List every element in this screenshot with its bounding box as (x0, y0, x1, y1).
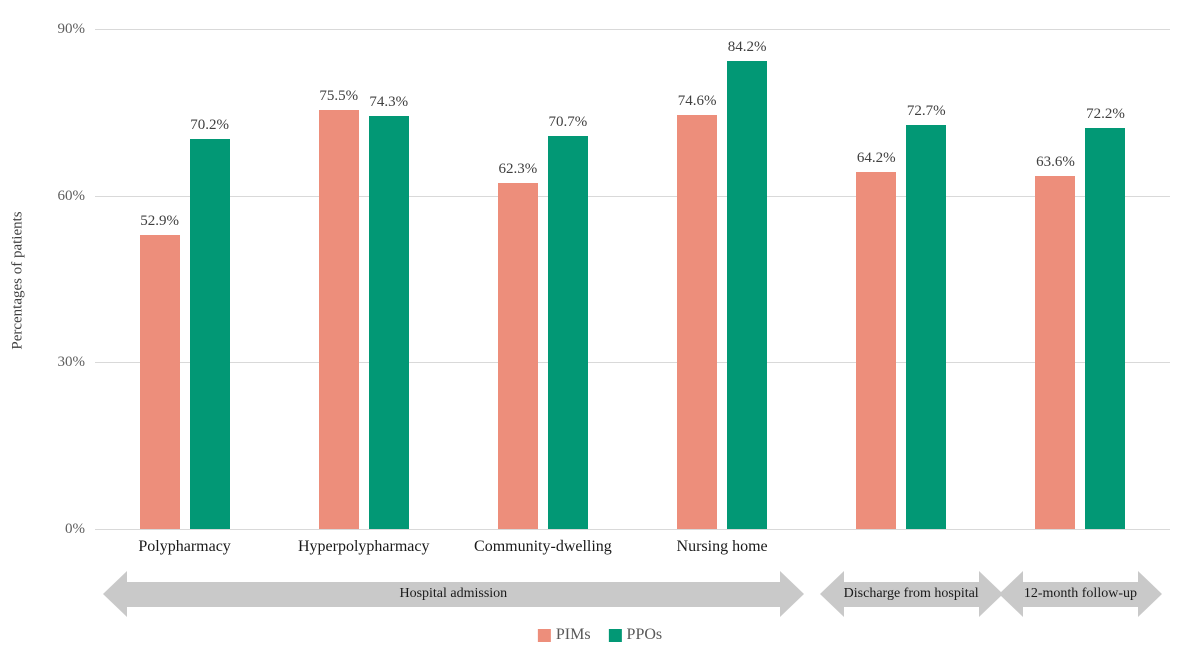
y-tick-label: 30% (57, 354, 86, 371)
category-label: Community-dwelling (474, 538, 612, 555)
y-axis-title: Percentages of patients (9, 211, 26, 350)
ppos-bar (727, 61, 768, 529)
bar-group-2: 75.5% 74.3% (274, 29, 453, 529)
legend-label: PPOs (626, 626, 663, 643)
pims-bar (856, 172, 897, 529)
category-label (812, 538, 991, 556)
bar-group-1: 52.9% 70.2% (95, 29, 274, 529)
bar-column: 74.3% (368, 29, 409, 529)
gridline-30 (95, 362, 1170, 364)
data-label: 62.3% (498, 160, 538, 177)
bar-column: 72.2% (1085, 29, 1126, 529)
phase-arrow: 12-month follow-up (998, 571, 1162, 617)
pims-bar (318, 109, 359, 529)
arrow-right-head-icon (779, 571, 804, 617)
data-label: 52.9% (140, 213, 179, 230)
arrow-left-head-icon (998, 571, 1023, 617)
bar-group-4: 74.6% 84.2% (633, 29, 812, 529)
phase-arrow-label: Discharge from hospital (843, 581, 979, 607)
y-tick-label: 90% (57, 21, 86, 37)
plot-area: 52.9% 70.2% 75.5% 74.3% 62.3% 70.7% 74.6% 84.2%… (95, 29, 1170, 529)
bar-column: 84.2% (727, 29, 768, 529)
bar-column: 64.2% (856, 29, 897, 529)
category-label (991, 538, 1170, 556)
data-label: 64.2% (856, 150, 896, 167)
ppos-bar (547, 136, 588, 529)
bar-column: 52.9% (139, 29, 180, 529)
ppos-bar (189, 139, 230, 529)
gridline-90 (95, 29, 1170, 30)
arrow-left-head-icon (819, 571, 844, 617)
ppos-bar (1085, 127, 1126, 529)
bar-group-6: 63.6% 72.2% (991, 29, 1170, 529)
pims-bar (1035, 175, 1076, 529)
bar-column: 70.2% (189, 29, 230, 529)
bar-column: 62.3% (497, 29, 538, 529)
bar-group-5: 64.2% 72.7% (812, 29, 991, 529)
category-label: Nursing home (676, 538, 768, 555)
data-label: 74.6% (677, 92, 717, 109)
data-label: 74.3% (369, 94, 409, 111)
bar-column: 75.5% (318, 29, 359, 529)
legend: PIMs PPOs (537, 626, 663, 644)
pims-swatch-icon (537, 628, 551, 642)
phase-arrow: Discharge from hospital (819, 571, 1003, 617)
pims-bar (497, 182, 538, 529)
legend-item-ppos: PPOs (608, 626, 663, 644)
bar-column: 72.7% (906, 29, 947, 529)
arrow-right-head-icon (1137, 571, 1162, 617)
data-label: 72.2% (1086, 105, 1125, 122)
category-label: Hyperpolypharmacy (298, 538, 430, 555)
legend-item-pims: PIMs (537, 626, 591, 644)
phase-arrow: Hospital admission (103, 571, 804, 617)
category-label: Polypharmacy (138, 538, 231, 555)
arrow-left-head-icon (103, 571, 127, 617)
phase-arrow-label: Hospital admission (127, 581, 780, 607)
y-tick-label: 0% (65, 521, 85, 537)
data-label: 63.6% (1036, 153, 1075, 170)
data-label: 75.5% (319, 87, 359, 104)
data-label: 84.2% (727, 39, 767, 56)
bar-group-3: 62.3% 70.7% (453, 29, 632, 529)
arrow-right-head-icon (978, 571, 1003, 617)
data-label: 70.2% (190, 117, 229, 133)
gridline-0 (95, 529, 1170, 530)
gridline-60 (95, 195, 1170, 197)
y-tick-label: 60% (57, 187, 86, 204)
data-label: 70.7% (548, 114, 588, 131)
legend-label: PIMs (555, 626, 591, 643)
ppos-bar (906, 125, 947, 529)
pims-bar (139, 235, 180, 529)
bar-column: 63.6% (1035, 29, 1076, 529)
phase-arrow-label: 12-month follow-up (1022, 581, 1138, 607)
pims-bar (677, 114, 718, 529)
ppos-bar (368, 116, 409, 529)
category-axis-labels: Polypharmacy Hyperpolypharmacy Community-d… (95, 538, 1170, 556)
bar-column: 70.7% (547, 29, 588, 529)
ppos-swatch-icon (608, 628, 622, 642)
data-label: 72.7% (906, 103, 946, 120)
bar-column: 74.6% (677, 29, 718, 529)
